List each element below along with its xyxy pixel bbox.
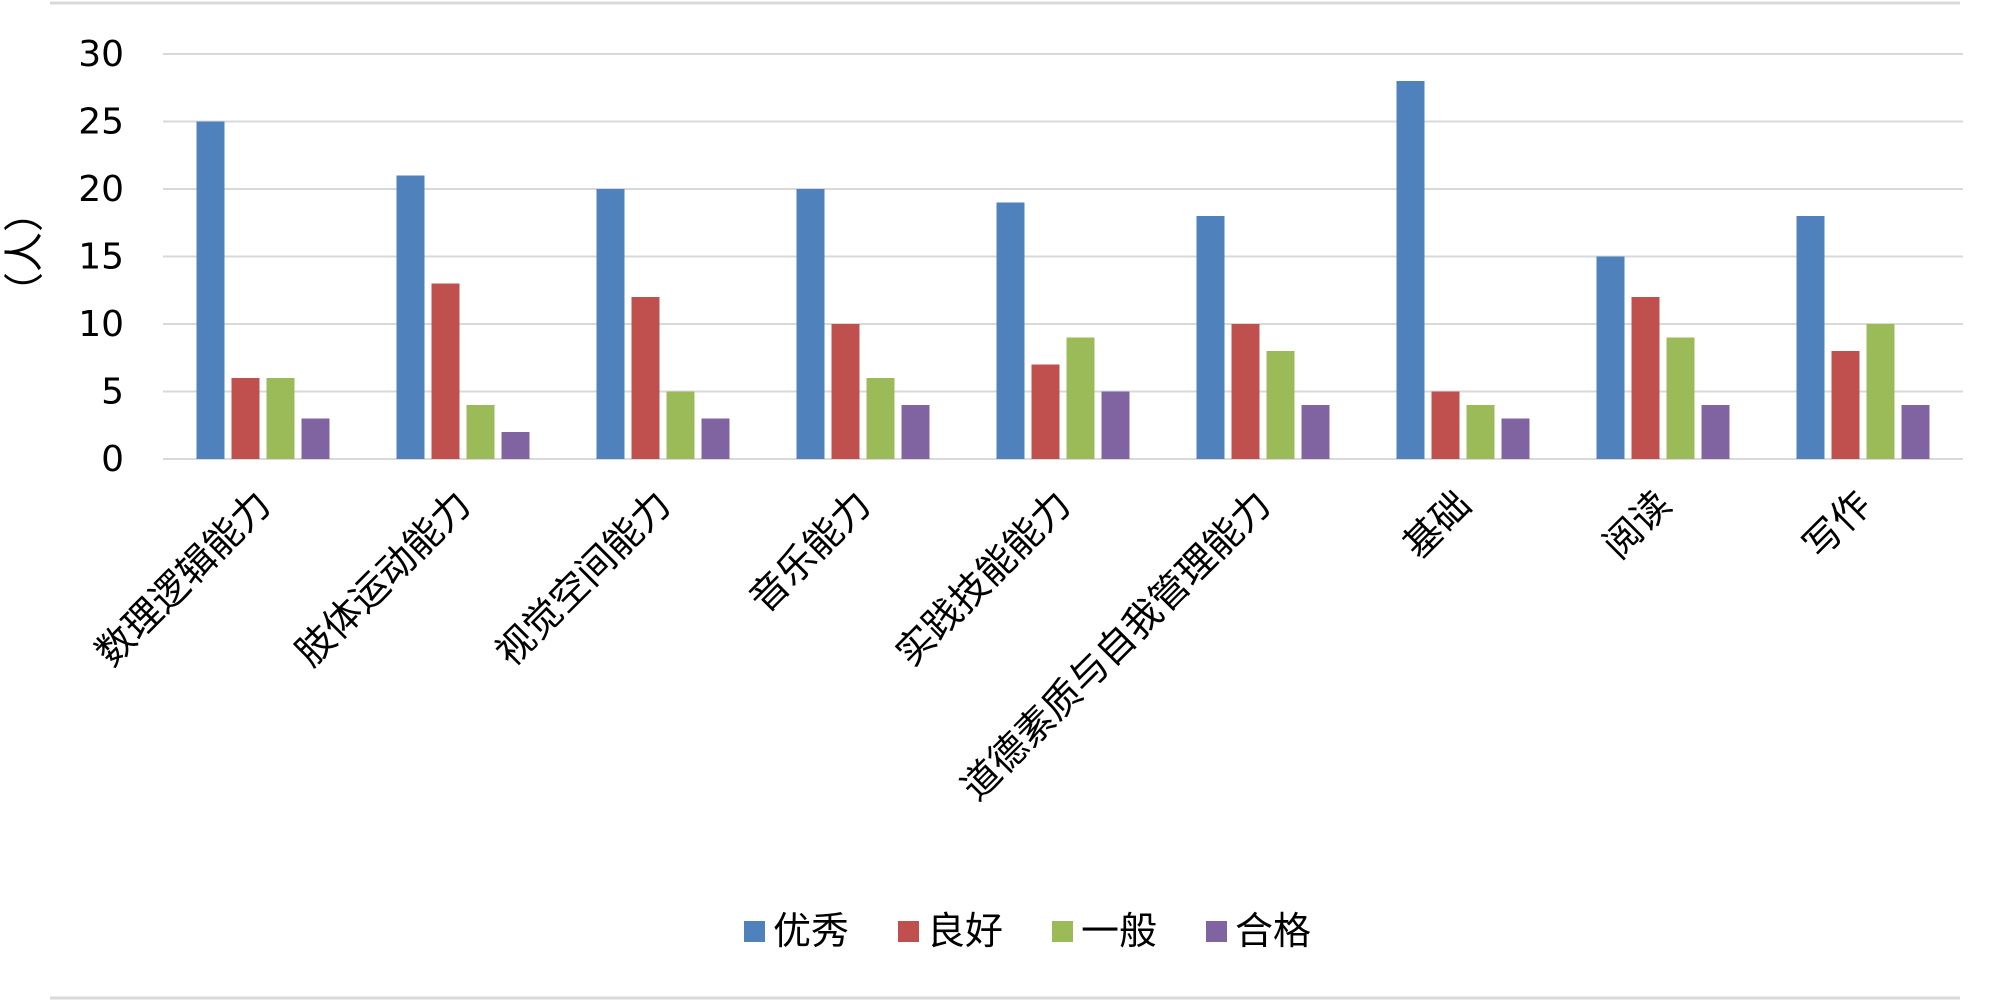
- y-tick-label: 15: [78, 237, 124, 278]
- bar-一般-数理逻辑能力: [266, 378, 295, 459]
- legend-label: 良好: [927, 909, 1003, 953]
- bar-优秀-道德素质与自我管理能力: [1196, 216, 1225, 459]
- bar-优秀-实践技能能力: [996, 202, 1025, 459]
- gridlines: [163, 53, 1963, 460]
- legend-swatch: [898, 921, 919, 942]
- bar-良好-数理逻辑能力: [231, 378, 260, 459]
- bar-一般-基础: [1466, 405, 1495, 459]
- bar-优秀-阅读: [1596, 256, 1625, 459]
- bar-合格-肢体运动能力: [501, 432, 530, 459]
- x-tick-label: 基础: [1395, 482, 1480, 567]
- bar-良好-道德素质与自我管理能力: [1231, 324, 1260, 459]
- bar-良好-肢体运动能力: [431, 283, 460, 459]
- bar-优秀-写作: [1796, 216, 1825, 459]
- bar-合格-音乐能力: [901, 405, 930, 459]
- x-tick-label: 音乐能力: [741, 482, 880, 621]
- bar-优秀-肢体运动能力: [396, 175, 425, 459]
- legend-label: 合格: [1235, 909, 1311, 953]
- bar-良好-实践技能能力: [1031, 364, 1060, 459]
- legend-item: 合格: [1206, 909, 1311, 953]
- y-tick-label: 20: [78, 169, 124, 210]
- bar-一般-阅读: [1666, 337, 1695, 459]
- bar-合格-数理逻辑能力: [301, 418, 330, 459]
- y-axis-ticks: 0 5 10 15 20 25 30: [78, 34, 124, 480]
- y-axis-label: （人）: [2, 192, 48, 312]
- bar-合格-阅读: [1701, 405, 1730, 459]
- bar-一般-实践技能能力: [1066, 337, 1095, 459]
- bar-良好-阅读: [1631, 297, 1660, 459]
- legend-swatch: [744, 921, 765, 942]
- bar-良好-基础: [1431, 391, 1460, 459]
- y-tick-label: 30: [78, 34, 124, 75]
- bar-合格-写作: [1901, 405, 1930, 459]
- y-tick-label: 10: [78, 304, 124, 345]
- x-tick-label: 写作: [1795, 482, 1880, 567]
- legend-label: 一般: [1081, 909, 1157, 953]
- legend-label: 优秀: [773, 909, 849, 953]
- legend-item: 良好: [898, 909, 1003, 953]
- bars: [196, 81, 1930, 459]
- bar-合格-基础: [1501, 418, 1530, 459]
- x-tick-label: 阅读: [1595, 482, 1680, 567]
- legend-swatch: [1206, 921, 1227, 942]
- y-tick-label: 0: [101, 439, 124, 480]
- legend-item: 一般: [1052, 909, 1157, 953]
- legend-swatch: [1052, 921, 1073, 942]
- bar-优秀-音乐能力: [796, 189, 825, 459]
- bar-一般-视觉空间能力: [666, 391, 695, 459]
- bar-一般-道德素质与自我管理能力: [1266, 351, 1295, 459]
- bar-一般-音乐能力: [866, 378, 895, 459]
- x-tick-label: 肢体运动能力: [287, 482, 479, 674]
- bar-优秀-视觉空间能力: [596, 189, 625, 459]
- x-tick-label: 数理逻辑能力: [87, 482, 279, 674]
- x-axis-labels: 数理逻辑能力 肢体运动能力 视觉空间能力 音乐能力 实践技能能力道德素质与自我管理能力基…: [87, 482, 1879, 809]
- legend: 优秀 良好 一般 合格: [744, 909, 1311, 953]
- bar-优秀-基础: [1396, 81, 1425, 459]
- bar-一般-肢体运动能力: [466, 405, 495, 459]
- y-tick-label: 5: [101, 372, 124, 413]
- x-tick-label: 实践技能能力: [887, 482, 1079, 674]
- bar-一般-写作: [1866, 324, 1895, 459]
- legend-item: 优秀: [744, 909, 849, 953]
- bar-良好-写作: [1831, 351, 1860, 459]
- bar-合格-实践技能能力: [1101, 391, 1130, 459]
- bar-合格-道德素质与自我管理能力: [1301, 405, 1330, 459]
- y-tick-label: 25: [78, 102, 124, 143]
- x-tick-label: 视觉空间能力: [487, 482, 679, 674]
- bar-优秀-数理逻辑能力: [196, 121, 225, 459]
- bar-良好-音乐能力: [831, 324, 860, 459]
- bar-良好-视觉空间能力: [631, 297, 660, 459]
- bar-合格-视觉空间能力: [701, 418, 730, 459]
